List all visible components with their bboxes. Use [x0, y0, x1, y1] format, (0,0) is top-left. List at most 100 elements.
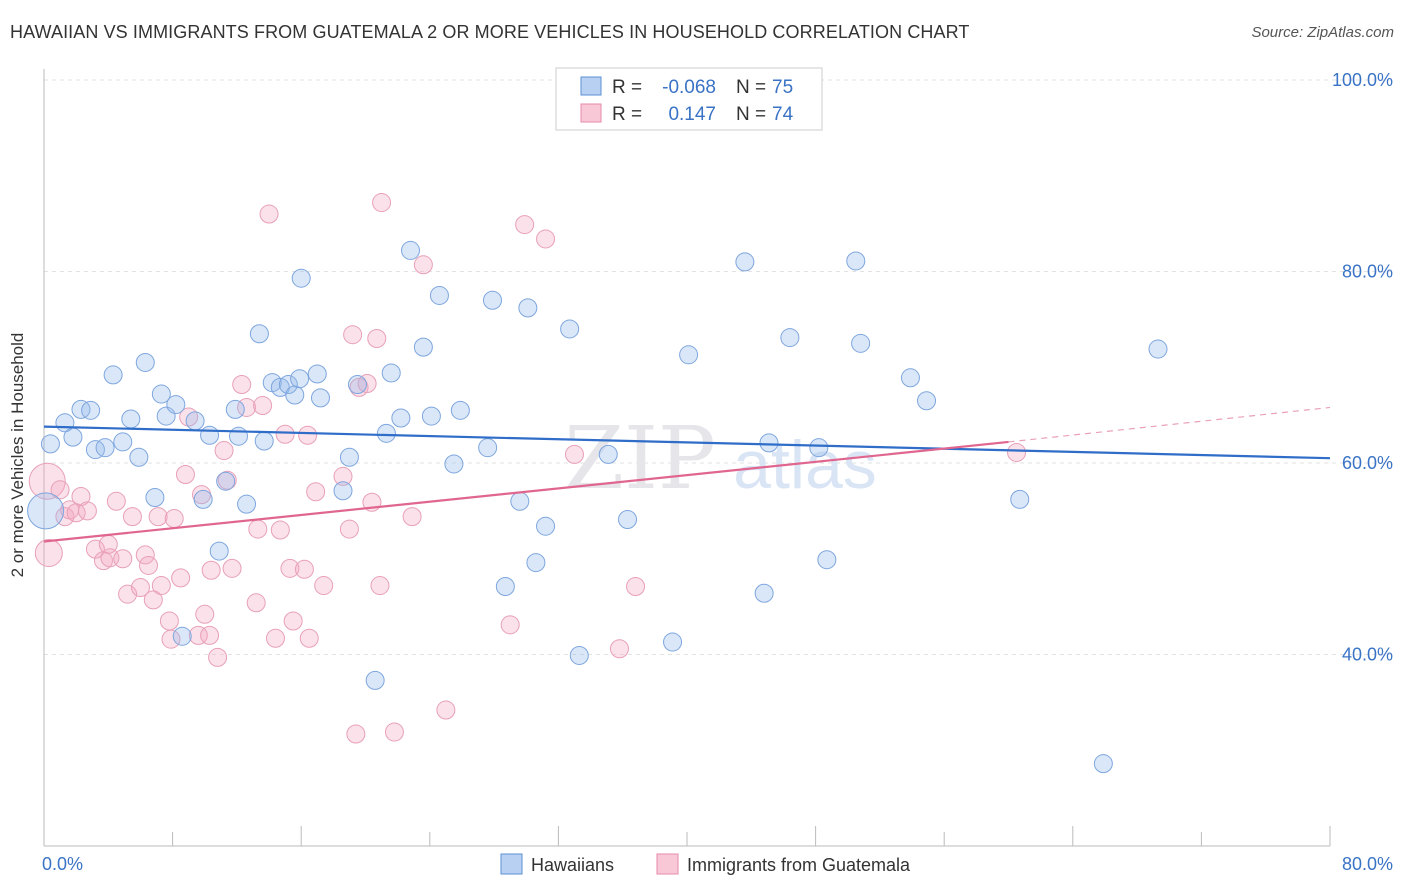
x-tick-label-max: 80.0% — [1342, 854, 1393, 874]
guatemala-point — [346, 724, 366, 744]
hawaiians-point — [103, 365, 123, 385]
hawaiians-point — [193, 489, 213, 509]
hawaiians-point — [754, 583, 774, 603]
guatemala-point — [299, 628, 319, 648]
source-credit: Source: ZipAtlas.com — [1251, 24, 1394, 41]
hawaiians-point — [381, 363, 401, 383]
hawaiians-point — [172, 626, 192, 646]
hawaiians-point — [63, 427, 83, 447]
legend-guatemala-label: Immigrants from Guatemala — [687, 855, 911, 875]
guatemala-point — [333, 466, 353, 486]
hawaiians-point — [145, 487, 165, 507]
guatemala-point — [626, 577, 646, 597]
hawaiians-point — [290, 369, 310, 389]
legend-hawaiians-label: Hawaiians — [531, 855, 614, 875]
hawaiians-point — [185, 411, 205, 431]
watermark: ZIP atlas — [564, 409, 877, 509]
hawaiians-point — [817, 550, 837, 570]
guatemala-point — [135, 545, 155, 565]
stats-guatemala-n-label: N = — [736, 104, 766, 125]
guatemala-point — [151, 576, 171, 596]
hawaiians-point — [307, 364, 327, 384]
stats-hawaiians-n-label: N = — [736, 77, 766, 98]
hawaiians-point — [735, 252, 755, 272]
guatemala-point — [148, 507, 168, 527]
stats-guatemala-r-value: 0.147 — [668, 104, 716, 125]
hawaiians-point — [663, 632, 683, 652]
guatemala-point — [208, 647, 228, 667]
hawaiians-point — [135, 352, 155, 372]
hawaiians-point — [495, 577, 515, 597]
guatemala-point — [143, 590, 163, 610]
guatemala-point — [232, 374, 252, 394]
guatemala-point — [306, 482, 326, 502]
guatemala-point — [195, 604, 215, 624]
hawaiians-point — [121, 409, 141, 429]
guatemala-trend-extension — [1008, 406, 1331, 443]
hawaiians-point — [291, 268, 311, 288]
guatemala-trend-line — [43, 440, 1009, 543]
hawaiians-point — [421, 406, 441, 426]
hawaiians-point — [85, 440, 105, 460]
hawaiians-point — [216, 471, 236, 491]
y-tick-label: 100.0% — [1332, 70, 1393, 90]
guatemala-point — [280, 558, 300, 578]
hawaiians-point — [365, 670, 385, 690]
guatemala-point — [384, 722, 404, 742]
hawaiians-point — [200, 425, 220, 445]
legend: Hawaiians Immigrants from Guatemala — [500, 853, 911, 875]
hawaiians-point — [851, 333, 871, 353]
hawaiians-point — [376, 423, 396, 443]
guatemala-point — [314, 576, 334, 596]
guatemala-point — [161, 629, 181, 649]
guatemala-point — [175, 464, 195, 484]
hawaiians-point — [95, 438, 115, 458]
trend-lines — [43, 406, 1331, 543]
guatemala-point — [201, 560, 221, 580]
hawaiians-point — [413, 337, 433, 357]
guatemala-point — [259, 204, 279, 224]
hawaiians-point — [254, 431, 274, 451]
hawaiians-point — [225, 399, 245, 419]
hawaiians-point — [278, 374, 298, 394]
hawaiians-point — [482, 290, 502, 310]
guatemala-point — [339, 519, 359, 539]
guatemala-point — [370, 576, 390, 596]
guatemala-point — [436, 700, 456, 720]
guatemala-point — [77, 501, 97, 521]
watermark-atlas: atlas — [733, 427, 877, 503]
guatemala-point — [200, 625, 220, 645]
hawaiians-point — [1148, 339, 1168, 359]
guatemala-point — [275, 424, 295, 444]
hawaiians-point — [229, 426, 249, 446]
guatemala-point — [413, 255, 433, 275]
guatemala-point — [214, 441, 234, 461]
hawaiians-point — [598, 444, 618, 464]
hawaiians-point — [347, 374, 367, 394]
guatemala-point — [298, 425, 318, 445]
hawaiians-point — [900, 368, 920, 388]
guatemala-point — [248, 519, 268, 539]
stats-hawaiians-r-label: R = — [612, 77, 642, 98]
hawaiians-point — [759, 433, 779, 453]
guatemala-point — [113, 549, 133, 569]
hawaiians-point — [1093, 754, 1113, 774]
hawaiians-point — [113, 432, 133, 452]
hawaiians-point — [450, 400, 470, 420]
guatemala-point — [609, 639, 629, 659]
guatemala-point — [372, 193, 392, 213]
stats-hawaiians-swatch — [580, 76, 602, 96]
legend-guatemala-swatch — [656, 853, 679, 875]
stats-guatemala-r-label: R = — [612, 104, 642, 125]
guatemala-point — [222, 558, 242, 578]
guatemala-point — [130, 577, 150, 597]
hawaiians-point — [518, 298, 538, 318]
guatemala-point — [265, 628, 285, 648]
guatemala-point — [253, 396, 273, 416]
stats-hawaiians-r-value: -0.068 — [662, 77, 716, 98]
guatemala-point — [171, 568, 191, 588]
guatemala-point — [402, 507, 422, 527]
hawaiians-point — [285, 385, 305, 405]
hawaiians-point — [166, 395, 186, 415]
